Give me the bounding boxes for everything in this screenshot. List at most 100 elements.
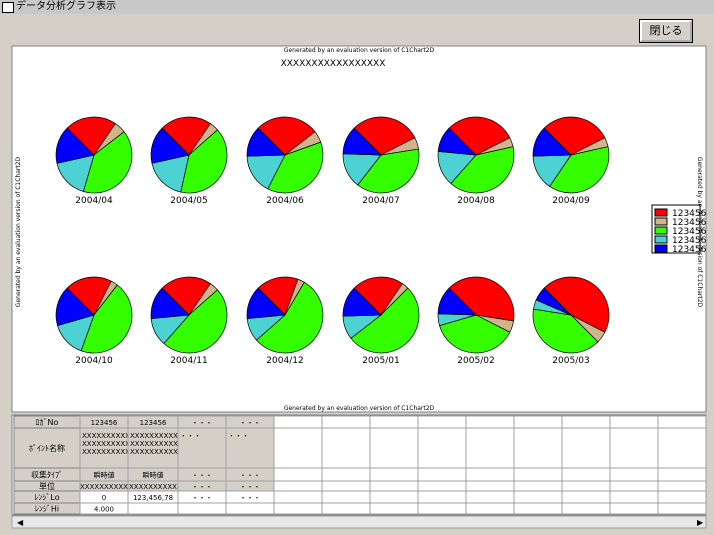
cell	[273, 467, 323, 482]
watermark: Generated by an evaluation version of C1…	[15, 156, 22, 307]
legend-swatch	[654, 208, 668, 217]
pie-slice	[256, 281, 324, 354]
legend-label: 123456	[672, 218, 707, 228]
cell	[609, 502, 659, 515]
app-icon	[2, 2, 14, 13]
cell	[561, 427, 611, 469]
cell	[177, 502, 227, 515]
pie-slice	[543, 116, 606, 156]
cell	[465, 480, 515, 492]
cell	[273, 490, 323, 504]
pie-slice	[357, 148, 420, 194]
cell	[513, 480, 563, 492]
row-header: ﾛｶﾞNo	[36, 418, 59, 427]
cell-text: 123456	[91, 419, 118, 427]
cell	[273, 427, 323, 469]
legend-label: 123456	[672, 245, 707, 255]
cell	[657, 480, 707, 492]
pie-slice	[150, 127, 190, 164]
pie-label: 2004/09	[552, 196, 590, 206]
pie-slice	[246, 287, 286, 319]
cell	[465, 427, 515, 469]
pie-slice	[437, 127, 477, 156]
scroll-left[interactable]: ◀	[17, 518, 24, 527]
pie-label: 2004/06	[266, 196, 304, 206]
cell	[417, 467, 467, 482]
cell	[465, 415, 515, 429]
cell-text: XXXXXXXXXXX XXXXXXXXXXX XXXXXXXXXXX	[82, 432, 135, 456]
cell	[561, 467, 611, 482]
cell	[369, 502, 419, 515]
cell	[465, 490, 515, 504]
cell	[321, 502, 371, 515]
pie-label: 2005/02	[457, 356, 494, 366]
pie-slice	[353, 116, 416, 156]
chart-area	[11, 45, 707, 413]
cell	[369, 467, 419, 482]
cell	[609, 490, 659, 504]
cell	[513, 502, 563, 515]
cell	[321, 415, 371, 429]
cell	[513, 415, 563, 429]
cell-text: 0	[102, 494, 106, 502]
scrollbar[interactable]	[11, 515, 707, 529]
cell	[657, 427, 707, 469]
legend-swatch	[654, 235, 668, 244]
legend-label: 123456	[672, 227, 707, 237]
cell	[225, 502, 275, 515]
close-button[interactable]: 閉じる	[639, 19, 693, 43]
cell	[561, 502, 611, 515]
legend-label: 123456	[672, 236, 707, 246]
pie-slice	[342, 127, 382, 156]
pie-slice	[246, 127, 286, 157]
cell	[609, 415, 659, 429]
cell-text: ・・・	[240, 419, 261, 427]
cell-text: 123,456,78	[133, 494, 173, 502]
cell	[369, 490, 419, 504]
cell	[561, 480, 611, 492]
pie-slice	[180, 129, 228, 194]
row-header: ﾚﾝｼﾞLo	[34, 493, 59, 502]
chart-header: XXXXXXXXXXXXXXXXX	[281, 59, 386, 69]
pie-label: 2004/12	[266, 356, 303, 366]
cell	[657, 502, 707, 515]
cell	[369, 427, 419, 469]
cell	[417, 502, 467, 515]
cell	[321, 490, 371, 504]
cell-text: 瞬時値	[143, 471, 164, 480]
pie-slice	[342, 287, 382, 317]
cell-text: XXXXXXXXXX	[80, 483, 128, 491]
window-title: データ分析グラフ表示	[16, 1, 116, 12]
cell	[657, 415, 707, 429]
cell	[609, 480, 659, 492]
legend-swatch	[654, 244, 668, 253]
cell-text: ・・・	[240, 494, 261, 502]
pie-label: 2004/04	[75, 196, 113, 206]
pie-slice	[267, 141, 324, 194]
row-header: ﾎﾟｲﾝﾄ名称	[29, 443, 65, 453]
pie-slice	[150, 287, 190, 319]
cell-text: XXXXXXXXXX	[129, 483, 177, 491]
pie-slice	[535, 287, 572, 316]
cell	[417, 427, 467, 469]
scroll-right[interactable]: ▶	[697, 518, 704, 527]
cell	[513, 427, 563, 469]
cell	[465, 467, 515, 482]
pie-slice	[55, 287, 95, 327]
cell	[513, 490, 563, 504]
cell	[321, 467, 371, 482]
cell	[273, 415, 323, 429]
cell-text: 123456	[140, 419, 167, 427]
cell	[127, 502, 179, 515]
pie-slice	[450, 146, 515, 194]
pie-label: 2004/11	[170, 356, 207, 366]
pie-slice	[55, 127, 95, 164]
cell	[561, 490, 611, 504]
pie-slice	[161, 116, 211, 156]
cell-text: ・・・	[192, 494, 213, 502]
cell	[609, 427, 659, 469]
cell-text: ・・・	[240, 472, 261, 480]
pie-slice	[448, 276, 515, 322]
pie-slice	[151, 154, 190, 193]
